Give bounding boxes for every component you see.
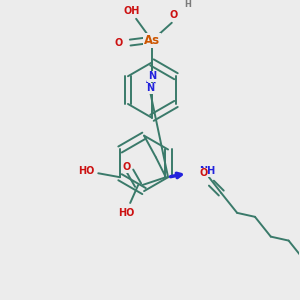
Text: N: N: [146, 83, 154, 93]
Text: HO: HO: [118, 208, 134, 218]
Text: N: N: [148, 71, 156, 81]
Text: O: O: [122, 162, 130, 172]
Text: NH: NH: [200, 166, 216, 176]
Text: OH: OH: [124, 6, 140, 16]
Text: O: O: [199, 168, 208, 178]
Text: HO: HO: [78, 166, 94, 176]
Text: As: As: [144, 34, 160, 47]
Text: H: H: [184, 0, 191, 9]
Text: O: O: [114, 38, 122, 48]
Text: O: O: [169, 10, 178, 20]
